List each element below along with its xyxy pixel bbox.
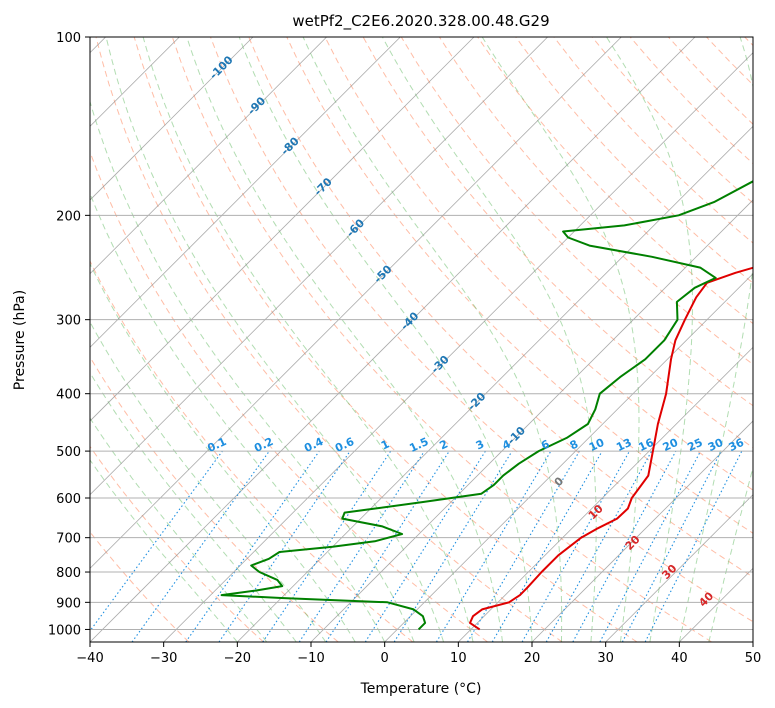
mixing-ratio-label: 16 (636, 436, 656, 454)
dry-adiabat-line (248, 37, 753, 578)
moist-adiabat-line (606, 37, 693, 642)
x-tick-label: 30 (597, 651, 614, 666)
isotherm-line (90, 37, 475, 422)
y-tick-label: 400 (56, 388, 81, 403)
mixing-ratio-line (185, 450, 320, 642)
x-tick-label: 50 (745, 651, 762, 666)
mixing-ratio-label: 30 (706, 436, 726, 454)
dry-adiabat-line (515, 37, 753, 284)
moist-adiabat-line (481, 37, 640, 642)
y-axis-label: Pressure (hPa) (12, 290, 28, 390)
x-tick-label: −30 (150, 651, 177, 666)
moist-adiabat-line (105, 37, 445, 642)
y-tick-label: 600 (56, 492, 81, 507)
dry-adiabat-line (90, 445, 264, 642)
isotherm-line (163, 52, 753, 642)
plot-area (90, 37, 753, 642)
dry-adiabat-line (286, 37, 753, 534)
isotherm-line (752, 641, 753, 642)
background-lines (90, 37, 753, 642)
chart-title: wetPf2_C2E6.2020.328.00.48.G29 (292, 12, 549, 31)
mixing-ratio-label: 25 (685, 436, 704, 454)
moist-adiabat-line (90, 417, 268, 642)
y-tick-label: 200 (56, 209, 81, 224)
mixing-ratio-line (491, 450, 603, 642)
pressure-gridlines (90, 37, 753, 630)
mixing-ratio-line (218, 450, 351, 642)
moist-adiabat-line (90, 321, 327, 642)
x-tick-label: 40 (671, 651, 688, 666)
x-axis-ticks: −40 −30 −20 −10 0 10 20 30 40 50 (76, 642, 761, 666)
isotherm-line (237, 125, 753, 642)
y-tick-label: 1000 (48, 623, 81, 638)
isotherm-line (310, 199, 753, 642)
x-tick-label: −40 (76, 651, 103, 666)
mixing-ratio-line (435, 450, 552, 642)
isotherm-line (90, 37, 622, 569)
moist-adiabat-line (90, 371, 297, 642)
isotherm-line (90, 37, 696, 642)
mixing-ratio-label: 36 (727, 436, 747, 454)
isotherm-line (531, 420, 753, 642)
x-tick-label: 20 (524, 651, 541, 666)
moist-adiabat-line (708, 465, 753, 642)
moist-adiabat-line (381, 37, 597, 642)
dry-adiabat-line (90, 356, 339, 642)
plot-frame (89, 36, 754, 643)
y-tick-label: 800 (56, 566, 81, 581)
dry-adiabat-line (324, 37, 753, 491)
x-tick-label: −10 (297, 651, 324, 666)
isotherm-line (90, 37, 548, 496)
dry-adiabat-line (171, 37, 712, 642)
mixing-ratio-line (572, 450, 677, 642)
moist-adiabat-line (186, 37, 503, 642)
y-tick-label: 900 (56, 596, 81, 611)
mixing-ratio-label: 20 (661, 436, 681, 454)
mixing-ratio-label: 10 (587, 436, 607, 454)
mixing-ratio-line (467, 450, 580, 642)
y-tick-label: 500 (56, 445, 81, 460)
mixing-ratio-line (325, 450, 450, 642)
isotherm-line (605, 494, 753, 642)
y-tick-label: 300 (56, 314, 81, 329)
x-axis-label: Temperature (°C) (360, 681, 482, 697)
y-tick-label: 100 (56, 31, 81, 46)
dry-adiabat-line (210, 37, 753, 623)
moist-adiabat-line (90, 99, 415, 642)
mixing-ratio-label: 13 (614, 436, 633, 454)
moist-adiabat-line (238, 37, 533, 642)
isotherm-line (90, 37, 401, 348)
moist-adiabat-line (302, 37, 563, 642)
x-tick-label: 0 (381, 651, 389, 666)
temperature-profile-line (469, 266, 753, 631)
isotherm-line (90, 37, 327, 275)
y-tick-label: 700 (56, 532, 81, 547)
y-axis-ticks: 100 200 300 400 500 600 700 800 900 1000 (48, 31, 90, 638)
moist-adiabat-line (90, 459, 238, 642)
profile-series (220, 180, 753, 631)
isotherm-line (458, 346, 753, 642)
isotherm-line (384, 273, 753, 642)
dry-adiabat-line (90, 259, 414, 642)
x-tick-label: −20 (224, 651, 251, 666)
mixing-ratio-line (521, 450, 630, 642)
isotherm-line (90, 37, 254, 201)
mixing-ratio-line (545, 450, 653, 642)
moist-adiabat-line (90, 192, 386, 642)
dry-adiabat-line (95, 37, 563, 642)
moist-adiabat-line (678, 37, 753, 642)
dewpoint-profile-line (220, 180, 753, 631)
x-tick-label: 10 (450, 651, 467, 666)
mixing-ratio-line (364, 450, 486, 642)
dry-adiabat-line (133, 37, 638, 642)
